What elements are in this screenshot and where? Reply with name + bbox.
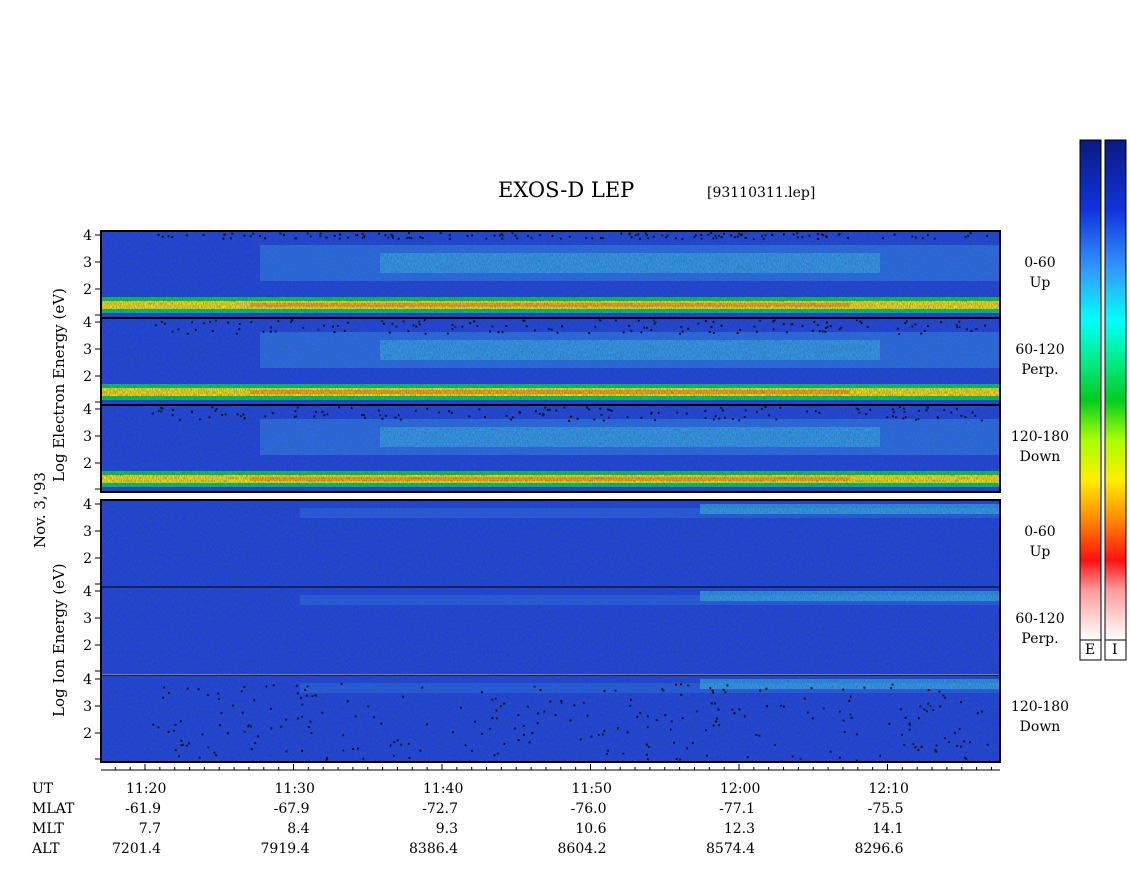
cell-mlt: 14.1 <box>872 821 904 837</box>
pitch-direction-label: Down <box>1019 719 1061 735</box>
y-tick-label: 2 <box>83 369 92 385</box>
colorbar-ion <box>1104 139 1127 641</box>
cell-alt: 8296.6 <box>854 841 904 857</box>
cell-alt: 7919.4 <box>260 841 310 857</box>
pitch-direction-label: Perp. <box>1021 362 1059 378</box>
cell-mlat: -67.9 <box>273 801 310 817</box>
colorbar-label-e: E <box>1085 642 1096 658</box>
y-tick-label: 4 <box>83 315 92 331</box>
cell-mlt: 8.4 <box>287 821 310 837</box>
y-tick-label: 2 <box>83 282 92 298</box>
y-tick-label: 4 <box>83 672 92 688</box>
cell-alt: 8604.2 <box>557 841 607 857</box>
cell-ut: 12:00 <box>720 781 761 797</box>
pitch-range-label: 0-60 <box>1024 524 1056 540</box>
y-tick-label: 4 <box>83 402 92 418</box>
pitch-direction-label: Up <box>1029 544 1051 560</box>
y-tick-label: 4 <box>83 228 92 244</box>
cell-alt: 8574.4 <box>706 841 755 857</box>
pitch-range-label: 120-180 <box>1010 699 1070 715</box>
colorbar-electron <box>1079 139 1102 641</box>
y-tick-label: 2 <box>83 551 92 567</box>
y-tick-label: 2 <box>83 726 92 742</box>
pitch-range-label: 0-60 <box>1024 255 1056 271</box>
cell-mlat: -72.7 <box>422 801 458 817</box>
row-label-alt: ALT <box>32 841 60 857</box>
cell-mlat: -76.0 <box>570 801 607 817</box>
panels-group <box>101 231 1000 763</box>
y-tick-label: 4 <box>83 497 92 513</box>
y-tick-label: 3 <box>83 429 92 445</box>
cell-mlt: 10.6 <box>575 821 607 837</box>
cell-alt: 8386.4 <box>409 841 458 857</box>
pitch-direction-label: Up <box>1029 275 1051 291</box>
y-tick-label: 3 <box>83 255 92 271</box>
cell-ut: 11:30 <box>274 781 315 797</box>
cell-ut: 11:40 <box>423 781 464 797</box>
panel-electron-perp <box>101 318 1000 405</box>
colorbar-label-i: I <box>1112 642 1118 658</box>
chart-title: EXOS-D LEP <box>498 178 635 202</box>
pitch-direction-label: Down <box>1019 449 1061 465</box>
cell-mlat: -75.5 <box>867 801 904 817</box>
cell-mlat: -61.9 <box>125 801 161 817</box>
y-tick-label: 4 <box>83 584 92 600</box>
cell-ut: 11:50 <box>571 781 612 797</box>
cell-mlt: 7.7 <box>138 821 161 837</box>
cell-ut: 12:10 <box>868 781 909 797</box>
panel-electron-up <box>101 231 1000 318</box>
row-label-mlat: MLAT <box>32 801 75 817</box>
colorbars-group <box>1079 139 1127 661</box>
y-tick-label: 2 <box>83 638 92 654</box>
cell-ut: 11:20 <box>126 781 167 797</box>
y-tick-label: 2 <box>83 456 92 472</box>
axes-group: 2 3 4 2 3 4 2 3 4 2 3 4 2 3 4 2 3 4 <box>83 228 1001 771</box>
panel-ion-perp <box>101 587 1000 674</box>
pitch-range-label: 60-120 <box>1015 342 1065 358</box>
pitch-direction-label: Perp. <box>1021 631 1059 647</box>
y-tick-label: 3 <box>83 342 92 358</box>
cell-mlt: 9.3 <box>435 821 458 837</box>
pitch-range-label: 120-180 <box>1010 429 1070 445</box>
cell-mlat: -77.1 <box>719 801 755 817</box>
panel-ion-up <box>101 500 1000 587</box>
y-tick-label: 3 <box>83 611 92 627</box>
cell-alt: 7201.4 <box>112 841 161 857</box>
pitch-range-label: 60-120 <box>1015 611 1065 627</box>
file-name: [93110311.lep] <box>707 185 816 201</box>
y-tick-label: 3 <box>83 699 92 715</box>
panel-electron-down <box>101 405 1000 492</box>
y-tick-label: 3 <box>83 524 92 540</box>
panel-ion-down <box>101 675 1000 763</box>
cell-mlt: 12.3 <box>723 821 755 837</box>
row-label-mlt: MLT <box>32 821 64 837</box>
row-label-ut: UT <box>32 781 54 797</box>
